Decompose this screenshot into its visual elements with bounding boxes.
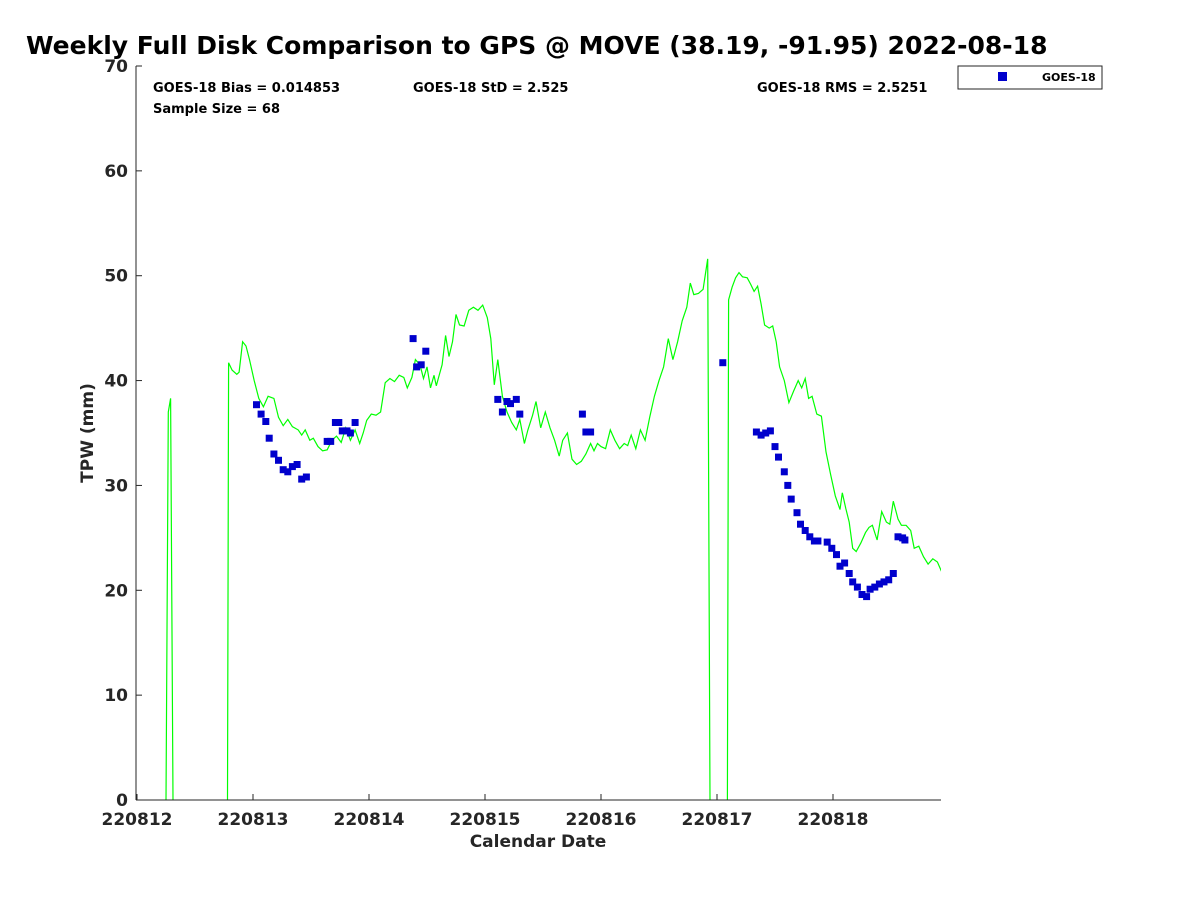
goes-18-point <box>845 570 853 577</box>
goes-18-point <box>516 410 524 418</box>
y-axis-label: TPW (mm) <box>78 383 98 483</box>
x-tick-label: 220813 <box>218 810 289 830</box>
x-tick-label: 220816 <box>566 810 637 830</box>
sample-size-stat: Sample Size = 68 <box>153 102 280 117</box>
goes-18-point <box>901 536 909 544</box>
goes-18-point <box>894 533 902 541</box>
goes-18-point <box>780 468 788 476</box>
goes-18-point <box>841 559 849 567</box>
x-tick-label: 220818 <box>798 810 869 830</box>
goes-18-point <box>335 419 343 426</box>
goes-18-point <box>806 533 814 541</box>
goes-18-point <box>833 551 840 559</box>
goes-18-point <box>762 429 770 437</box>
goes-18-point <box>766 427 774 435</box>
goes-18-point <box>880 578 888 586</box>
goes-18-point <box>823 538 831 546</box>
y-tick-label: 70 <box>104 57 128 77</box>
goes-18-point <box>875 580 883 588</box>
goes-18-point <box>507 400 514 408</box>
goes-18-point <box>587 428 595 436</box>
goes-18-point <box>866 585 874 593</box>
goes-18-point <box>757 431 765 439</box>
legend: GOES-18 <box>957 65 1103 90</box>
goes-18-point <box>863 593 871 601</box>
goes-18-point <box>270 450 278 458</box>
y-tick-label: 50 <box>104 267 128 287</box>
goes-18-point <box>784 481 792 489</box>
goes-18-point <box>275 456 282 464</box>
goes-18-point <box>797 520 804 528</box>
goes-18-point <box>889 570 897 577</box>
goes-18-point <box>257 410 265 418</box>
goes-18-point <box>262 418 270 425</box>
goes-18-point <box>801 527 809 534</box>
goes-18-point <box>836 562 844 570</box>
goes-18-point <box>853 583 861 591</box>
legend-marker <box>998 72 1007 81</box>
goes-18-point <box>338 427 346 435</box>
goes-18-point <box>288 463 296 471</box>
goes-18-point <box>814 537 822 545</box>
legend-label: GOES-18 <box>1042 71 1096 84</box>
plot-area: 0 10 20 30 40 50 60 70 220812 220813 220814 220815 2… <box>102 57 941 830</box>
goes-18-point <box>284 468 292 476</box>
rms-stat: GOES-18 RMS = 2.5251 <box>757 81 927 96</box>
x-tick-label: 220814 <box>334 810 405 830</box>
goes-18-point <box>265 434 273 442</box>
y-tick-label: 20 <box>104 581 128 601</box>
y-tick-label: 60 <box>104 162 128 182</box>
gps-line-segment <box>165 398 174 800</box>
goes-18-point <box>293 461 301 468</box>
gps-line-segment <box>726 271 941 800</box>
goes-18-point <box>578 410 586 418</box>
goes-18-point <box>422 347 430 355</box>
x-tick-label: 220817 <box>682 810 753 830</box>
goes-18-point <box>885 576 893 584</box>
goes-18-point <box>771 443 779 451</box>
goes-18-point <box>787 495 795 503</box>
y-tick-label: 40 <box>104 372 128 392</box>
x-tick-label: 220812 <box>102 810 173 830</box>
goes-18-point <box>413 363 421 371</box>
goes-18-point <box>351 419 359 426</box>
goes-18-point <box>858 591 866 598</box>
legend-box <box>957 65 1103 90</box>
goes-18-point <box>298 475 306 483</box>
bias-stat: GOES-18 Bias = 0.014853 <box>153 81 340 96</box>
goes-18-point <box>775 453 782 461</box>
goes-18-point <box>279 466 287 474</box>
goes-18-point <box>719 359 727 367</box>
goes-18-point <box>346 429 354 437</box>
goes-18-point <box>409 335 417 343</box>
goes-18-point <box>417 361 425 369</box>
goes-18-point <box>871 583 879 591</box>
goes-18-point <box>752 428 760 436</box>
goes-18-point <box>793 509 801 517</box>
x-axis-label: Calendar Date <box>470 832 607 852</box>
goes-18-point <box>849 578 857 586</box>
goes-18-point <box>828 544 836 552</box>
y-tick-label: 10 <box>104 686 128 706</box>
x-tick-label: 220815 <box>450 810 521 830</box>
goes-18-point <box>498 408 506 416</box>
goes-18-point <box>494 395 502 403</box>
y-tick-label: 0 <box>116 791 128 811</box>
y-tick-label: 30 <box>104 476 128 496</box>
goes-18-point <box>302 473 310 481</box>
goes-18-point <box>327 437 335 445</box>
std-stat: GOES-18 StD = 2.525 <box>413 81 568 96</box>
gps-line-segment <box>226 258 711 800</box>
chart-title: Weekly Full Disk Comparison to GPS @ MOV… <box>26 31 1047 60</box>
goes-18-point <box>582 428 590 436</box>
goes-18-point <box>253 401 260 409</box>
goes-18-point <box>512 395 520 403</box>
